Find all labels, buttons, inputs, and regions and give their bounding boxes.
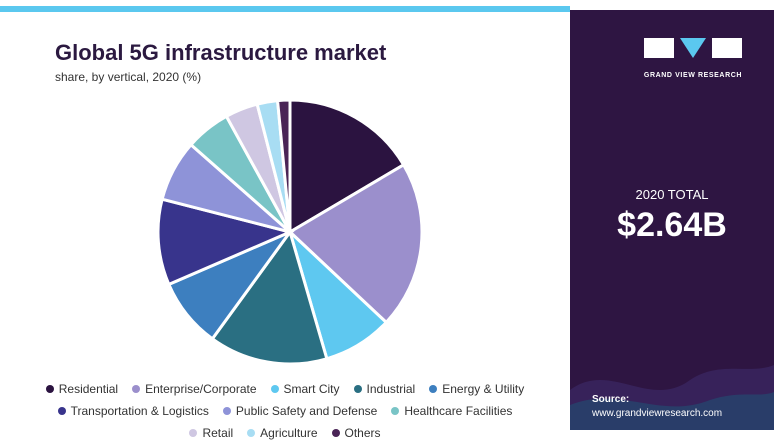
- chart-legend: Residential Enterprise/Corporate Smart Cit…: [0, 378, 570, 444]
- chart-subtitle: share, by vertical, 2020 (%): [55, 70, 202, 84]
- legend-row: Residential Enterprise/Corporate Smart Cit…: [0, 378, 570, 400]
- legend-label: Smart City: [283, 382, 340, 396]
- legend-label: Others: [344, 426, 381, 440]
- legend-swatch: [222, 407, 231, 415]
- logo-wordmark: GRAND VIEW RESEARCH: [643, 72, 743, 79]
- legend-item: Others: [331, 426, 381, 440]
- legend-label: Residential: [58, 382, 119, 396]
- legend-swatch: [132, 385, 141, 393]
- legend-label: Industrial: [366, 382, 416, 396]
- legend-label: Transportation & Logistics: [70, 404, 209, 418]
- legend-label: Public Safety and Defense: [235, 404, 378, 418]
- legend-item: Retail: [189, 426, 233, 440]
- legend-row: Retail Agriculture Others: [0, 422, 570, 444]
- pie-slice-residential: [288, 98, 406, 235]
- legend-swatch: [429, 385, 438, 393]
- source-label: Source:: [592, 394, 630, 405]
- source-url[interactable]: www.grandviewresearch.com: [592, 408, 723, 419]
- decorative-wave: [570, 365, 774, 430]
- legend-label: Enterprise/Corporate: [145, 382, 257, 396]
- pie-slice-enterprise-corporate: [287, 162, 424, 325]
- legend-swatch: [45, 385, 54, 393]
- legend-item: Agriculture: [247, 426, 318, 440]
- legend-item: Smart City: [270, 382, 340, 396]
- legend-label: Retail: [202, 426, 234, 440]
- chart-panel: Global 5G infrastructure market share, b…: [0, 12, 570, 440]
- legend-item: Energy & Utility: [429, 382, 524, 396]
- legend-item: Residential: [45, 382, 119, 396]
- summary-panel: GRAND VIEW RESEARCH 2020 TOTAL $2.64B So…: [570, 10, 774, 430]
- pie-slice-transportation-logistics: [156, 197, 295, 287]
- legend-swatch: [247, 429, 256, 437]
- chart-title: Global 5G infrastructure market: [55, 40, 387, 65]
- legend-swatch: [353, 385, 362, 393]
- legend-item: Public Safety and Defense: [222, 404, 378, 418]
- legend-label: Agriculture: [260, 426, 318, 440]
- legend-swatch: [270, 385, 279, 393]
- legend-swatch: [391, 407, 400, 415]
- legend-swatch: [57, 407, 66, 415]
- pie-slice-others: [275, 98, 292, 233]
- legend-label: Energy & Utility: [442, 382, 525, 396]
- pie-slice-industrial: [210, 228, 329, 366]
- legend-item: Healthcare Facilities: [391, 404, 512, 418]
- total-value: $2.64B: [617, 206, 727, 244]
- grand-view-research-logo-icon: [644, 38, 742, 58]
- total-label: 2020 TOTAL: [635, 187, 709, 202]
- top-accent-bar: [0, 6, 570, 12]
- legend-item: Enterprise/Corporate: [132, 382, 257, 396]
- legend-item: Transportation & Logistics: [57, 404, 209, 418]
- legend-item: Industrial: [353, 382, 416, 396]
- legend-row: Transportation & Logistics Public Safety …: [0, 400, 570, 422]
- pie-chart: [156, 98, 424, 366]
- infographic-frame: Global 5G infrastructure market share, b…: [0, 6, 774, 440]
- legend-swatch: [189, 429, 198, 437]
- legend-swatch: [331, 429, 340, 437]
- legend-label: Healthcare Facilities: [404, 404, 513, 418]
